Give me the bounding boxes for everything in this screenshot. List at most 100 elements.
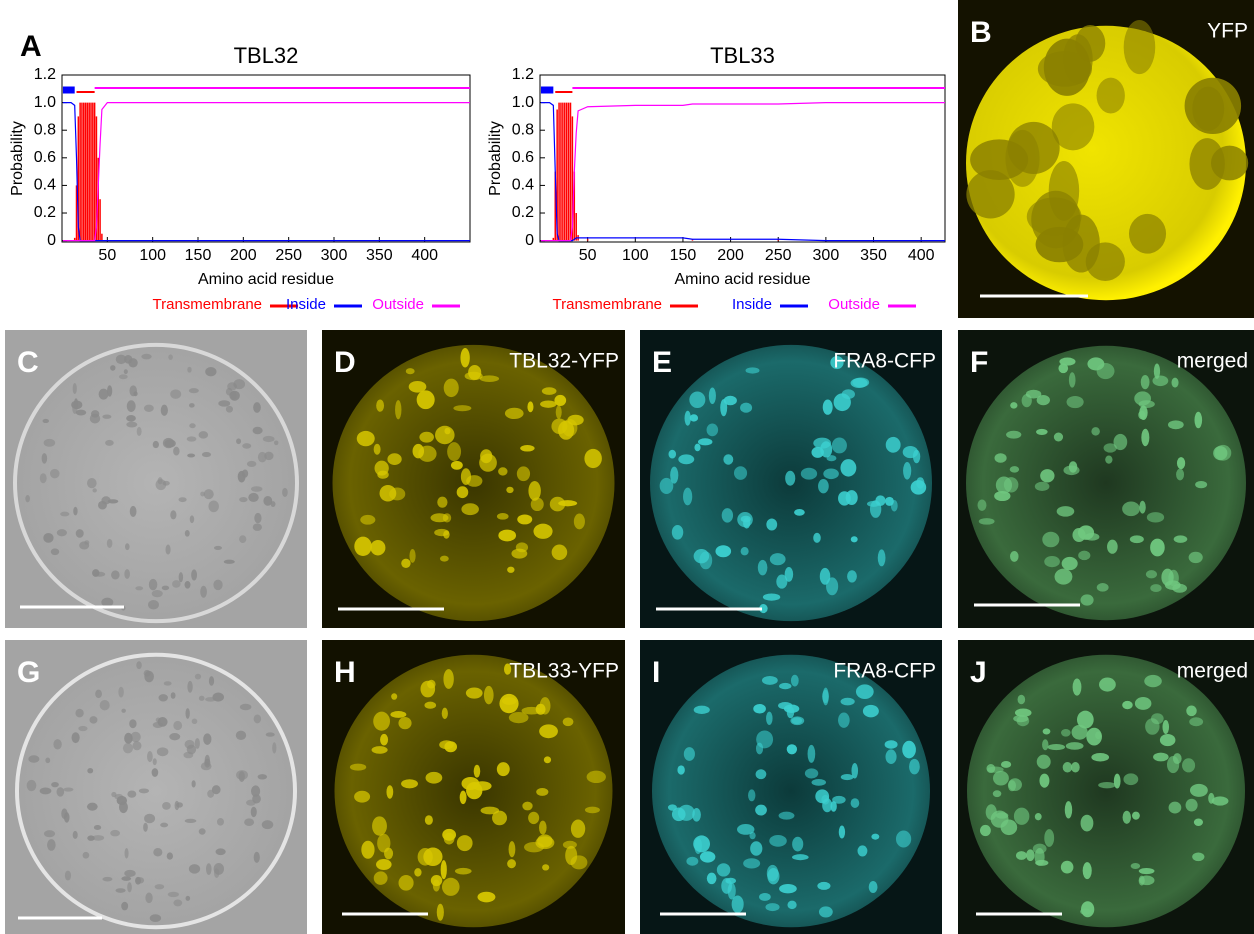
panel-caption: merged [1177, 350, 1248, 373]
cell-texture [185, 581, 191, 589]
cell-texture [832, 796, 846, 804]
cell-texture [143, 823, 148, 832]
cell-texture [153, 848, 162, 856]
cell-texture [437, 497, 447, 508]
cell-texture [147, 751, 153, 762]
cell-texture [995, 453, 1007, 462]
cell-texture [851, 378, 868, 388]
cell-texture [678, 454, 694, 464]
cell-texture [121, 709, 126, 713]
x-tick-label: 100 [622, 247, 649, 264]
cell-texture [585, 807, 600, 814]
cell-texture [440, 556, 449, 562]
cell-texture [550, 497, 565, 512]
cell-texture [746, 367, 760, 373]
cell-texture [253, 402, 261, 413]
cell-texture [1099, 678, 1116, 692]
cell-texture [1065, 801, 1072, 818]
cell-texture [57, 529, 67, 536]
cell-texture [78, 726, 87, 731]
cell-texture [124, 870, 135, 877]
cell-texture [479, 454, 497, 472]
panel-label: C [17, 346, 39, 379]
cell-texture [1073, 678, 1082, 695]
cell-texture [801, 468, 817, 480]
cell-texture [1123, 773, 1138, 785]
cell-texture [460, 348, 469, 367]
cell-texture [247, 461, 256, 467]
cell-texture [128, 358, 137, 367]
y-tick-label: 0 [47, 232, 56, 249]
micrograph [640, 640, 942, 934]
cell-texture [263, 436, 275, 442]
cell-texture [857, 845, 867, 856]
y-tick-label: 0.4 [34, 177, 56, 194]
cell-texture [391, 693, 397, 699]
cell-texture [199, 431, 208, 438]
x-tick-label: 150 [185, 247, 212, 264]
cell-texture [886, 437, 901, 453]
cell-texture [390, 711, 406, 718]
cell-texture [25, 495, 30, 502]
cell-texture [1189, 138, 1224, 190]
cell-texture [707, 873, 717, 884]
cell-texture [443, 669, 453, 689]
cell-texture [1139, 876, 1154, 886]
cell-texture [1044, 556, 1060, 567]
cell-texture [979, 518, 995, 525]
cell-texture [200, 586, 207, 598]
cell-texture [1006, 431, 1021, 439]
cell-texture [753, 704, 766, 713]
cell-texture [994, 491, 1010, 501]
cell-texture [507, 567, 514, 573]
cell-texture [451, 461, 463, 470]
y-tick-label: 1.0 [512, 94, 534, 111]
legend-label: Outside [372, 296, 424, 313]
cell-texture [1160, 734, 1176, 746]
cell-texture [144, 405, 154, 412]
cell-texture [474, 765, 481, 778]
cell-texture [213, 580, 222, 591]
cell-texture [540, 400, 556, 407]
micrograph [958, 640, 1254, 934]
cell-texture [208, 500, 218, 512]
cell-texture [748, 789, 755, 801]
cell-texture [127, 400, 136, 412]
cell-texture [100, 700, 110, 710]
cell-texture [156, 718, 161, 723]
cell-texture [161, 405, 168, 416]
x-tick-label: 50 [98, 247, 116, 264]
cell-texture [1182, 758, 1195, 772]
cell-texture [903, 462, 911, 480]
cell-texture [136, 661, 141, 669]
cell-texture [119, 374, 128, 379]
cell-texture [65, 871, 71, 881]
cell-texture [808, 745, 816, 763]
cell-texture [389, 488, 405, 501]
cell-texture [28, 755, 39, 762]
cell-texture [354, 791, 370, 803]
cell-texture [254, 852, 260, 863]
x-tick-label: 50 [579, 247, 597, 264]
cell-texture [1010, 402, 1017, 408]
cell-texture [779, 683, 791, 689]
cell-texture [150, 914, 161, 922]
cell-texture [73, 831, 78, 839]
cell-texture [350, 764, 366, 771]
cell-texture [766, 712, 773, 725]
cell-texture [1194, 819, 1203, 826]
cell-texture [520, 445, 534, 451]
cell-texture [822, 798, 832, 812]
cell-texture [92, 569, 99, 577]
cell-texture [40, 473, 47, 483]
probability-line [63, 103, 470, 241]
cell-texture [190, 515, 194, 523]
cell-texture [105, 440, 114, 446]
cell-texture [442, 878, 460, 896]
cell-texture [51, 548, 59, 555]
cell-texture [528, 481, 540, 501]
cell-texture [42, 453, 47, 463]
cell-texture [505, 408, 524, 419]
cell-texture [191, 569, 197, 580]
cell-texture [1008, 778, 1022, 791]
